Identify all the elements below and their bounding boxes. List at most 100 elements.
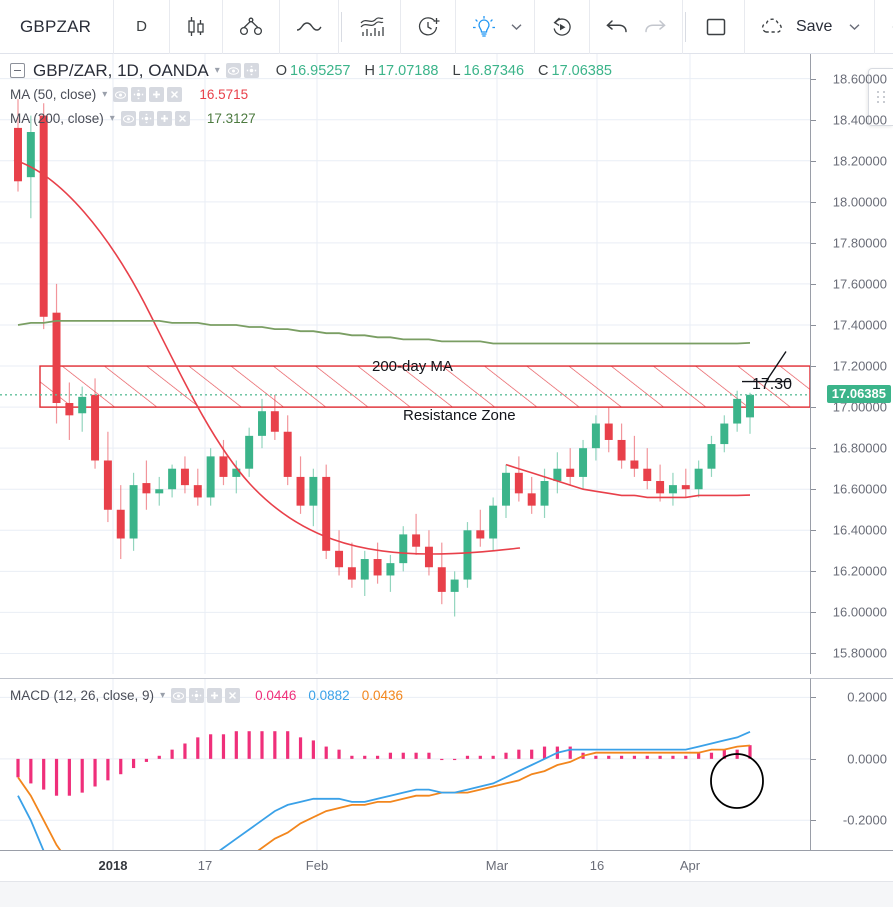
plus-icon[interactable] — [149, 87, 165, 102]
lightbulb-icon[interactable] — [456, 0, 502, 54]
plus-icon[interactable] — [156, 111, 172, 126]
time-axis-label: Mar — [485, 858, 509, 873]
settings-gear-icon[interactable] — [138, 111, 154, 126]
chevron-down-icon[interactable]: ▾ — [214, 65, 220, 76]
price-axis-label: 16.20000 — [832, 563, 887, 579]
eye-icon[interactable] — [171, 688, 187, 703]
save-cloud-icon[interactable] — [745, 0, 789, 54]
price-legend: GBP/ZAR, 1D, OANDA ▾ O 16.95257 H 17.07188… — [10, 60, 612, 129]
lightbulb-dropdown-chevron-icon[interactable] — [509, 0, 535, 54]
macd-axis-label: 0.0000 — [847, 751, 887, 767]
macd-tick — [811, 697, 816, 699]
annotation-200day-ma: 200-day MA — [372, 358, 453, 375]
price-axis-label: 15.80000 — [832, 645, 887, 661]
line-style-icon[interactable] — [280, 0, 339, 54]
legend-ma50-row[interactable]: MA (50, close) ▾ 16.5715 — [10, 84, 612, 105]
price-axis-label: 17.80000 — [832, 235, 887, 251]
price-tick — [811, 489, 816, 491]
undo-icon[interactable] — [590, 0, 636, 54]
time-axis-label: 17 — [197, 858, 213, 873]
price-tick — [811, 160, 816, 162]
time-axis-label: 2018 — [98, 858, 128, 873]
interval-button[interactable]: D — [114, 0, 170, 54]
price-axis-label: 16.40000 — [832, 522, 887, 538]
settings-gear-icon[interactable] — [131, 87, 147, 102]
price-tick — [811, 571, 816, 573]
macd-chart-svg — [0, 679, 810, 851]
eye-icon[interactable] — [120, 111, 136, 126]
compare-icon[interactable] — [223, 0, 280, 54]
price-axis-label: 17.40000 — [832, 317, 887, 333]
plus-icon[interactable] — [207, 688, 223, 703]
price-tick — [811, 201, 816, 203]
macd-pane[interactable] — [0, 678, 810, 851]
current-price-badge[interactable]: 17.06385 — [826, 385, 891, 403]
price-axis-label: 17.60000 — [832, 276, 887, 292]
macd-hist-value: 0.0446 — [255, 688, 297, 703]
price-chart-svg — [0, 54, 810, 674]
layout-icon[interactable] — [688, 0, 745, 54]
price-tick — [811, 612, 816, 614]
price-tick — [811, 366, 816, 368]
macd-signal-value: 0.0436 — [361, 688, 403, 703]
collapse-icon[interactable] — [10, 63, 25, 78]
chevron-down-icon[interactable]: ▾ — [109, 113, 115, 124]
price-axis-label: 18.00000 — [832, 194, 887, 210]
ma200-value: 17.3127 — [206, 111, 256, 126]
top-toolbar: GBPZAR D — [0, 0, 893, 54]
replay-icon[interactable] — [535, 0, 590, 54]
settings-gear-icon[interactable] — [189, 688, 205, 703]
save-dropdown-chevron-icon[interactable] — [839, 0, 876, 54]
macd-line-value: 0.0882 — [308, 688, 350, 703]
price-axis-label: 16.80000 — [832, 440, 887, 456]
redo-icon[interactable] — [636, 0, 683, 54]
alarm-add-icon[interactable] — [401, 0, 456, 54]
chevron-down-icon[interactable]: ▾ — [160, 690, 166, 701]
pane-resize-handle[interactable] — [868, 68, 893, 126]
price-tick — [811, 448, 816, 450]
legend-ma200-row[interactable]: MA (200, close) ▾ 17.3127 — [10, 108, 612, 129]
macd-axis[interactable]: 0.2000 0.0000 -0.2000 — [810, 678, 893, 850]
time-axis[interactable]: 2018 17 Feb Mar 16 Apr — [0, 850, 893, 881]
price-axis-label: 16.00000 — [832, 604, 887, 620]
ma50-label: MA (50, close) — [10, 87, 97, 102]
ohlc-close: C 17.06385 — [538, 62, 612, 79]
drag-dots-icon — [876, 91, 886, 103]
price-axis[interactable]: 18.60000 18.40000 18.20000 18.00000 17.80000… — [810, 54, 893, 674]
chart-title: GBP/ZAR, 1D, OANDA — [33, 60, 209, 80]
price-tick — [811, 324, 816, 326]
legend-title-row[interactable]: GBP/ZAR, 1D, OANDA ▾ O 16.95257 H 17.07188… — [10, 60, 612, 81]
price-axis-label: 18.20000 — [832, 153, 887, 169]
chevron-down-icon[interactable]: ▾ — [102, 89, 108, 100]
price-axis-label: 16.60000 — [832, 481, 887, 497]
ohlc-high: H 17.07188 — [364, 62, 439, 79]
candlestick-style-icon[interactable] — [170, 0, 223, 54]
time-axis-label: 16 — [589, 858, 605, 873]
price-tick — [811, 283, 816, 285]
macd-tick — [811, 758, 816, 760]
price-axis-label: 18.40000 — [832, 112, 887, 128]
price-axis-label: 17.20000 — [832, 358, 887, 374]
macd-axis-label: -0.2000 — [842, 812, 887, 828]
eye-icon[interactable] — [225, 63, 241, 78]
save-button[interactable]: Save — [789, 0, 832, 54]
legend-macd-row[interactable]: MACD (12, 26, close, 9) ▾ 0.0446 0.0882 … — [10, 685, 403, 706]
close-icon[interactable] — [167, 87, 183, 102]
ohlc-low: L 16.87346 — [452, 62, 525, 79]
time-axis-label: Apr — [679, 858, 701, 873]
time-axis-label: Feb — [305, 858, 329, 873]
eye-icon[interactable] — [113, 87, 129, 102]
indicators-icon[interactable] — [344, 0, 401, 54]
price-axis-label: 18.60000 — [832, 71, 887, 87]
close-icon[interactable] — [225, 688, 241, 703]
macd-tick — [811, 820, 816, 822]
chart-container: GBP/ZAR, 1D, OANDA ▾ O 16.95257 H 17.07188… — [0, 54, 893, 907]
ma200-label: MA (200, close) — [10, 111, 104, 126]
macd-legend: MACD (12, 26, close, 9) ▾ 0.0446 0.0882 … — [10, 685, 403, 706]
symbol-button[interactable]: GBPZAR — [0, 0, 115, 54]
gear-icon[interactable] — [875, 0, 893, 54]
close-icon[interactable] — [174, 111, 190, 126]
price-pane[interactable] — [0, 54, 810, 674]
settings-gear-icon[interactable] — [243, 63, 259, 78]
